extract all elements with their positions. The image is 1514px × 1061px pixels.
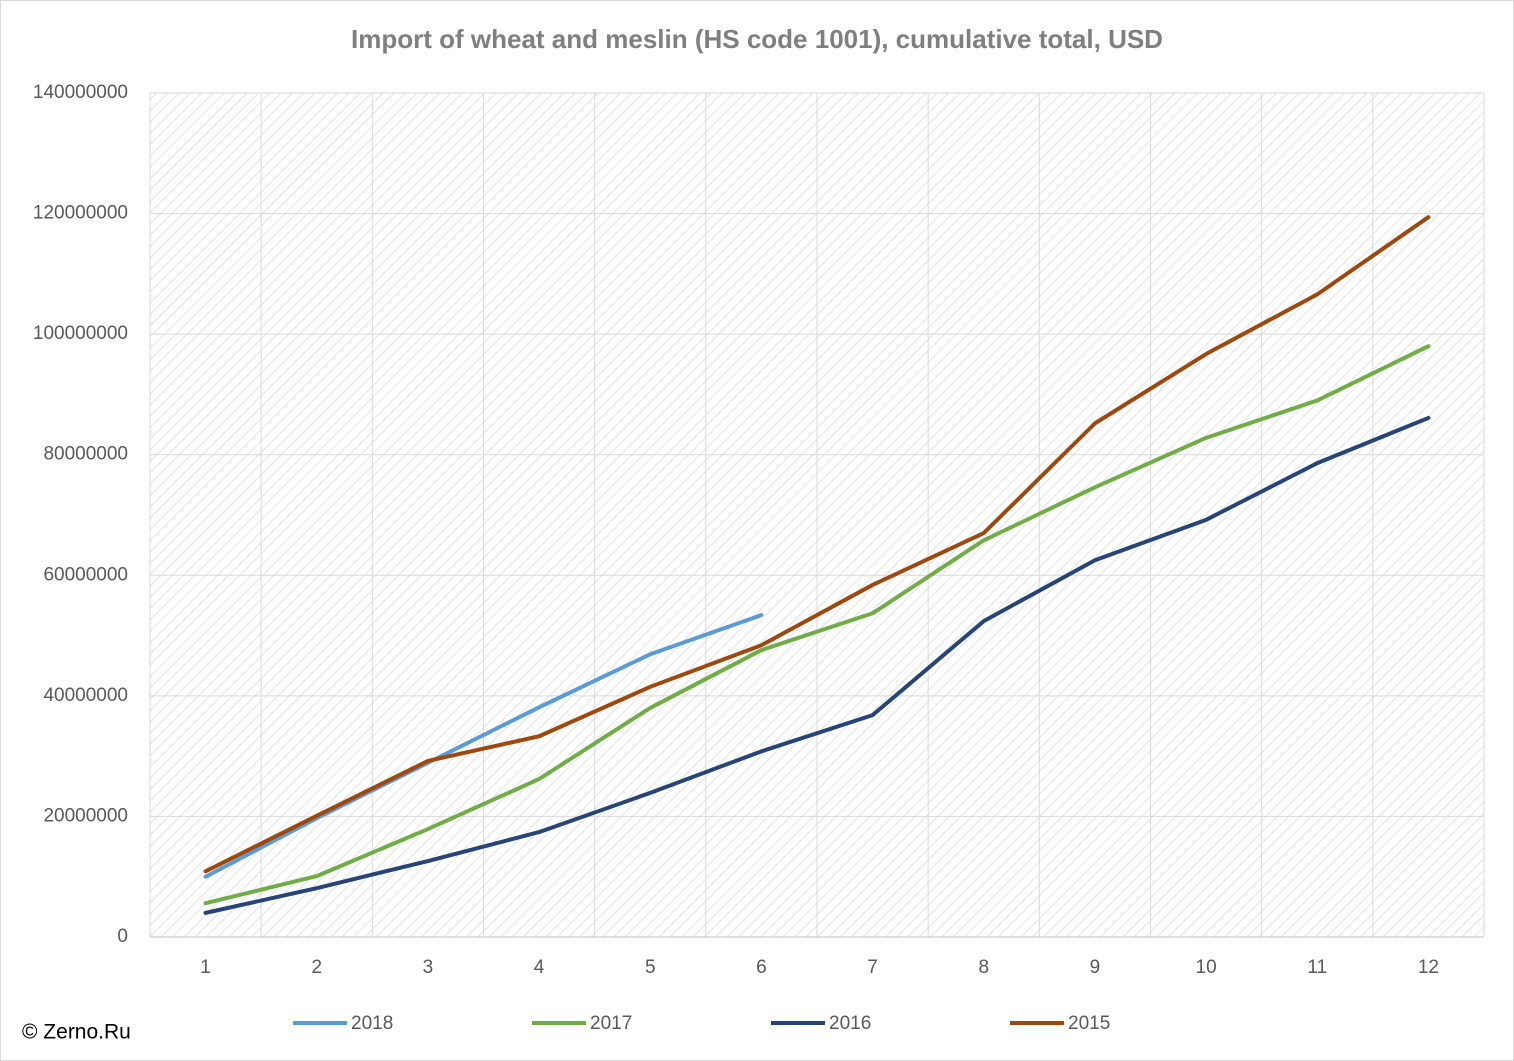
legend-label: 2016 (829, 1013, 871, 1034)
chart-title: Import of wheat and meslin (HS code 1001… (351, 24, 1163, 54)
legend-label: 2018 (351, 1013, 393, 1034)
x-tick-label: 6 (756, 957, 767, 978)
series-line (203, 415, 1431, 915)
y-tick-label: 140000000 (33, 82, 128, 103)
x-tick-label: 1 (200, 957, 211, 978)
y-tick-label: 60000000 (43, 564, 128, 585)
x-tick-label: 2 (311, 957, 322, 978)
x-tick-label: 7 (867, 957, 878, 978)
legend-label: 2017 (590, 1013, 632, 1034)
y-tick-label: 100000000 (33, 323, 128, 344)
y-tick-label: 0 (117, 926, 128, 947)
series-line (203, 215, 1431, 874)
x-tick-label: 11 (1307, 957, 1327, 978)
legend-label: 2015 (1068, 1013, 1110, 1034)
x-tick-label: 12 (1418, 957, 1439, 978)
y-tick-label: 40000000 (43, 685, 128, 706)
x-tick-label: 5 (645, 957, 656, 978)
series-line (203, 344, 1431, 906)
series-line (203, 613, 764, 879)
y-tick-label: 80000000 (43, 444, 128, 465)
y-tick-label: 20000000 (43, 805, 128, 826)
x-tick-label: 8 (978, 957, 989, 978)
x-tick-label: 10 (1196, 957, 1217, 978)
x-tick-label: 9 (1090, 957, 1101, 978)
x-tick-label: 3 (423, 957, 434, 978)
y-tick-label: 120000000 (33, 203, 128, 224)
x-tick-label: 4 (534, 957, 545, 978)
watermark: © Zerno.Ru (22, 1021, 131, 1044)
